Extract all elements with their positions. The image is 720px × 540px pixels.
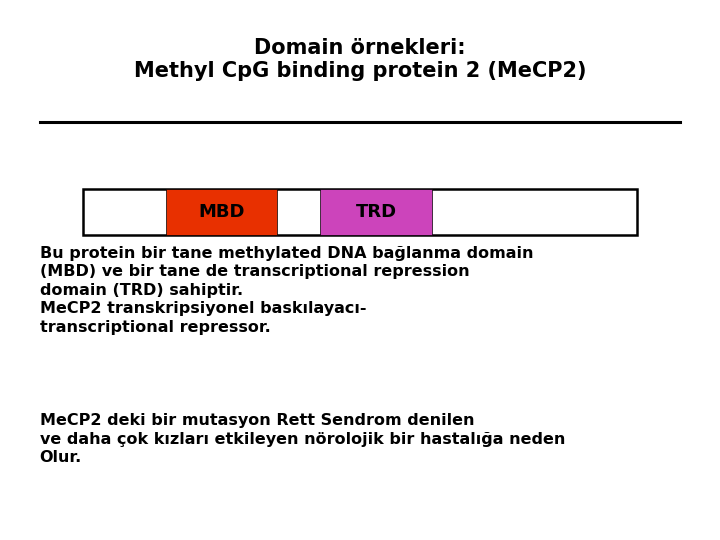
Text: Domain örnekleri:
Methyl CpG binding protein 2 (MeCP2): Domain örnekleri: Methyl CpG binding pro… bbox=[134, 38, 586, 81]
Bar bbox=[83, 189, 637, 235]
Bar bbox=[320, 189, 432, 235]
Text: Bu protein bir tane methylated DNA bağlanma domain
(MBD) ve bir tane de transcri: Bu protein bir tane methylated DNA bağla… bbox=[40, 246, 533, 335]
Bar bbox=[166, 189, 277, 235]
Text: TRD: TRD bbox=[356, 203, 397, 221]
Text: MBD: MBD bbox=[198, 203, 245, 221]
Text: MeCP2 deki bir mutasyon Rett Sendrom denilen
ve daha çok kızları etkileyen nörol: MeCP2 deki bir mutasyon Rett Sendrom den… bbox=[40, 413, 565, 465]
